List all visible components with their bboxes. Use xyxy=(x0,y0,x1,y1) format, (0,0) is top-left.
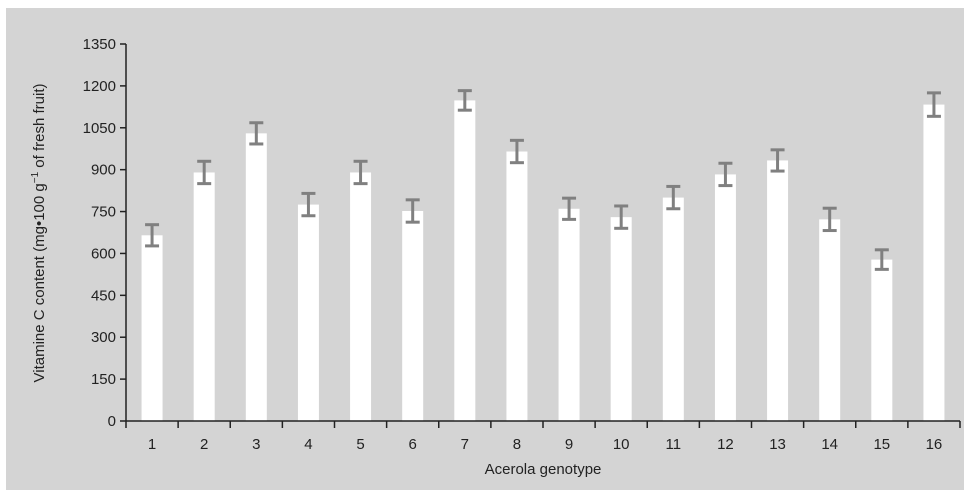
bar-genotype-6 xyxy=(402,210,424,421)
y-tick-label: 150 xyxy=(91,371,116,388)
y-tick-label: 1200 xyxy=(83,78,116,95)
bar-genotype-1 xyxy=(141,235,163,421)
bar-genotype-13 xyxy=(767,160,789,421)
x-tick-label: 6 xyxy=(409,436,417,453)
x-tick-label: 2 xyxy=(200,436,208,453)
y-tick-label: 1050 xyxy=(83,120,116,137)
y-tick-label: 900 xyxy=(91,162,116,179)
bar-genotype-5 xyxy=(350,172,372,421)
x-tick-label: 8 xyxy=(513,436,521,453)
bar-genotype-4 xyxy=(297,204,319,421)
y-tick-label: 0 xyxy=(108,413,116,430)
x-tick-label: 1 xyxy=(148,436,156,453)
bar-genotype-15 xyxy=(871,259,893,421)
y-axis-title: Vitamine C content (mg•100 g−1 of fresh … xyxy=(30,83,48,382)
bars-group xyxy=(141,100,945,422)
x-tick-label: 7 xyxy=(461,436,469,453)
x-tick-label: 11 xyxy=(666,436,682,453)
y-tick-label: 1350 xyxy=(83,36,116,53)
bar-genotype-2 xyxy=(193,172,215,421)
bar-genotype-7 xyxy=(454,100,476,421)
chart-background xyxy=(6,8,964,490)
y-axis-title-superscript: −1 xyxy=(30,171,41,183)
x-tick-label: 9 xyxy=(565,436,573,453)
bar-genotype-12 xyxy=(714,174,736,421)
x-tick-label: 16 xyxy=(926,436,943,453)
y-axis-title-main: Vitamine C content (mg•100 g xyxy=(31,183,48,382)
bar-genotype-3 xyxy=(245,133,267,421)
bar-genotype-11 xyxy=(662,197,684,421)
x-tick-label: 14 xyxy=(821,436,838,453)
y-tick-label: 300 xyxy=(91,329,116,346)
x-tick-label: 5 xyxy=(356,436,364,453)
x-ticks-group: 1 2 3 4 5 6 7 8 9 10 11 12 13 14 15 16 xyxy=(125,421,961,453)
bar-genotype-14 xyxy=(819,219,841,421)
x-tick-label: 13 xyxy=(769,436,786,453)
x-tick-label: 10 xyxy=(613,436,630,453)
bar-genotype-10 xyxy=(610,217,632,421)
y-tick-label: 750 xyxy=(91,204,116,221)
y-axis-title-end: of fresh fruit) xyxy=(31,83,48,171)
y-tick-label: 450 xyxy=(91,287,116,304)
x-tick-label: 15 xyxy=(873,436,890,453)
y-tick-label: 600 xyxy=(91,245,116,262)
x-tick-label: 4 xyxy=(304,436,312,453)
error-bars-group xyxy=(145,89,941,271)
bar-genotype-8 xyxy=(506,151,528,421)
y-ticks-group: 0 150 300 450 600 750 900 1050 1200 1350 xyxy=(83,36,126,430)
x-tick-label: 12 xyxy=(717,436,734,453)
x-tick-label: 3 xyxy=(252,436,260,453)
bar-genotype-9 xyxy=(558,208,580,421)
x-axis-title: Acerola genotype xyxy=(485,461,602,478)
bar-genotype-16 xyxy=(923,104,945,422)
